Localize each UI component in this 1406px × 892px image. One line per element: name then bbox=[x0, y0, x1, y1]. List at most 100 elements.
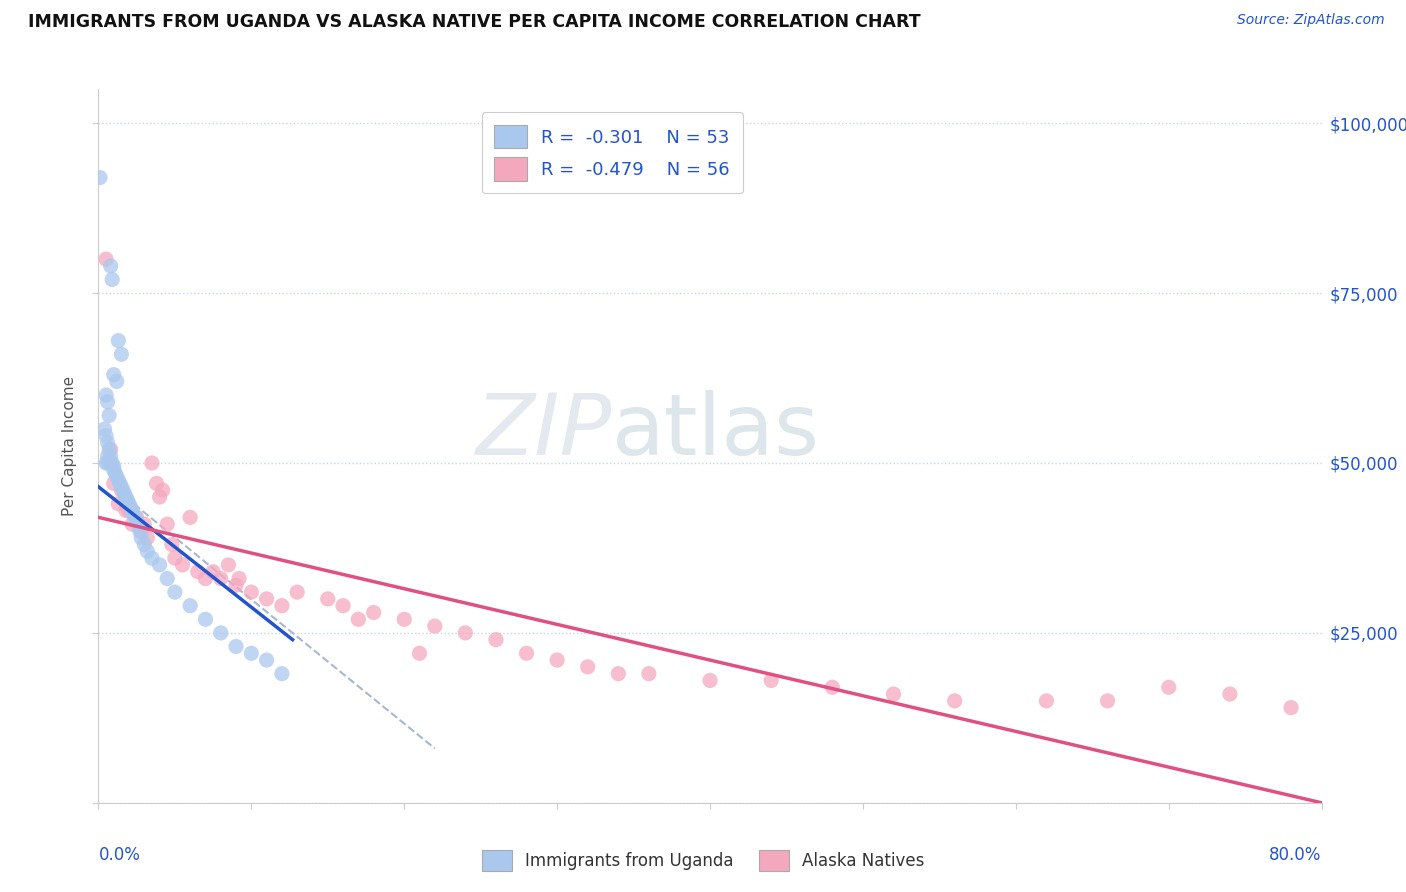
Point bbox=[101, 456, 124, 470]
Point bbox=[100, 442, 122, 457]
Point bbox=[127, 517, 149, 532]
Point bbox=[110, 480, 132, 494]
Point bbox=[115, 503, 138, 517]
Point bbox=[129, 524, 152, 538]
Point bbox=[209, 572, 232, 586]
Point bbox=[98, 409, 121, 423]
Point bbox=[160, 537, 183, 551]
Point bbox=[97, 456, 120, 470]
Point bbox=[285, 585, 308, 599]
Point bbox=[256, 591, 278, 606]
Point bbox=[117, 493, 139, 508]
Text: atlas: atlas bbox=[612, 390, 820, 474]
Point bbox=[270, 599, 292, 613]
Point bbox=[576, 660, 599, 674]
Point bbox=[270, 666, 292, 681]
Point bbox=[256, 653, 278, 667]
Point bbox=[1279, 700, 1302, 714]
Point bbox=[240, 585, 263, 599]
Point bbox=[110, 483, 132, 498]
Point bbox=[883, 687, 905, 701]
Point bbox=[103, 463, 125, 477]
Point bbox=[392, 612, 416, 626]
Point bbox=[607, 666, 630, 681]
Point bbox=[141, 456, 163, 470]
Point bbox=[93, 422, 115, 436]
Point bbox=[194, 572, 217, 586]
Point bbox=[129, 531, 152, 545]
Point bbox=[821, 680, 844, 694]
Point bbox=[98, 442, 121, 457]
Point bbox=[217, 558, 239, 572]
Point bbox=[943, 694, 966, 708]
Point bbox=[112, 486, 135, 500]
Point bbox=[408, 646, 430, 660]
Point bbox=[202, 565, 225, 579]
Text: IMMIGRANTS FROM UGANDA VS ALASKA NATIVE PER CAPITA INCOME CORRELATION CHART: IMMIGRANTS FROM UGANDA VS ALASKA NATIVE … bbox=[28, 13, 921, 31]
Point bbox=[100, 456, 122, 470]
Point bbox=[121, 517, 143, 532]
Point bbox=[122, 507, 145, 521]
Point bbox=[115, 490, 138, 504]
Point bbox=[141, 551, 163, 566]
Point bbox=[89, 170, 111, 185]
Point bbox=[101, 272, 124, 286]
Point bbox=[163, 551, 186, 566]
Point bbox=[225, 578, 247, 592]
Point bbox=[332, 599, 354, 613]
Point bbox=[454, 626, 477, 640]
Point bbox=[97, 449, 120, 463]
Point bbox=[97, 394, 120, 409]
Point bbox=[110, 347, 132, 361]
Point bbox=[94, 429, 117, 443]
Point bbox=[107, 334, 129, 348]
Point bbox=[118, 497, 141, 511]
Point bbox=[1157, 680, 1180, 694]
Point bbox=[347, 612, 370, 626]
Point bbox=[136, 531, 159, 545]
Legend: R =  -0.301    N = 53, R =  -0.479    N = 56: R = -0.301 N = 53, R = -0.479 N = 56 bbox=[482, 112, 742, 194]
Point bbox=[97, 435, 120, 450]
Point bbox=[108, 476, 131, 491]
Point bbox=[759, 673, 782, 688]
Point bbox=[156, 572, 179, 586]
Point bbox=[94, 388, 117, 402]
Point bbox=[125, 510, 148, 524]
Point bbox=[124, 510, 146, 524]
Point bbox=[107, 497, 129, 511]
Point bbox=[120, 500, 142, 515]
Point bbox=[546, 653, 568, 667]
Point bbox=[94, 252, 117, 266]
Point bbox=[121, 503, 143, 517]
Point bbox=[107, 473, 129, 487]
Point bbox=[637, 666, 661, 681]
Point bbox=[1035, 694, 1057, 708]
Point bbox=[179, 599, 201, 613]
Point bbox=[363, 606, 385, 620]
Point bbox=[94, 456, 117, 470]
Point bbox=[136, 544, 159, 558]
Point bbox=[149, 558, 172, 572]
Point bbox=[316, 591, 339, 606]
Text: 80.0%: 80.0% bbox=[1270, 846, 1322, 863]
Point bbox=[485, 632, 508, 647]
Point bbox=[228, 572, 250, 586]
Point bbox=[105, 375, 128, 389]
Point bbox=[103, 368, 125, 382]
Point bbox=[699, 673, 721, 688]
Point bbox=[100, 449, 122, 463]
Point bbox=[156, 517, 179, 532]
Point bbox=[187, 565, 209, 579]
Text: Source: ZipAtlas.com: Source: ZipAtlas.com bbox=[1237, 13, 1385, 28]
Point bbox=[423, 619, 446, 633]
Point bbox=[128, 524, 150, 538]
Point bbox=[145, 476, 167, 491]
Point bbox=[225, 640, 247, 654]
Point bbox=[172, 558, 194, 572]
Point bbox=[152, 483, 174, 498]
Point bbox=[163, 585, 186, 599]
Point bbox=[1097, 694, 1119, 708]
Point bbox=[1219, 687, 1241, 701]
Point bbox=[179, 510, 201, 524]
Point bbox=[134, 517, 156, 532]
